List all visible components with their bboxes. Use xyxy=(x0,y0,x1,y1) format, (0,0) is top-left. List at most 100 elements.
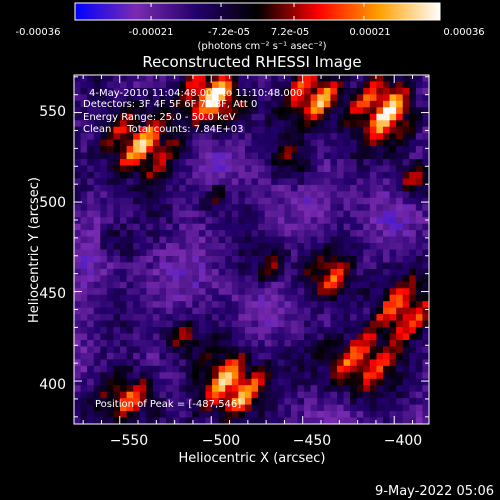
heatmap-cell xyxy=(317,94,325,102)
heatmap-cell xyxy=(376,75,384,83)
heatmap-cell xyxy=(106,126,115,134)
heatmap-cell xyxy=(277,178,285,186)
heatmap-cell xyxy=(133,204,141,212)
heatmap-cell xyxy=(310,249,318,257)
heatmap-cell xyxy=(376,391,384,399)
heatmap-cell xyxy=(402,100,410,108)
heatmap-cell xyxy=(277,301,285,309)
heatmap-cell xyxy=(422,100,429,108)
heatmap-cell xyxy=(290,333,299,341)
heatmap-cell xyxy=(389,210,397,218)
heatmap-cell xyxy=(244,126,253,134)
heatmap-cell xyxy=(100,352,108,360)
heatmap-cell xyxy=(369,327,377,335)
heatmap-cell xyxy=(258,184,266,192)
heatmap-cell xyxy=(185,165,193,173)
heatmap-cell xyxy=(323,94,331,102)
heatmap-cell xyxy=(317,398,325,406)
heatmap-cell xyxy=(369,352,377,360)
heatmap-cell xyxy=(336,100,345,108)
heatmap-cell xyxy=(251,230,259,238)
heatmap-cell xyxy=(323,230,331,238)
heatmap-cell xyxy=(336,159,345,167)
heatmap-cell xyxy=(376,191,384,199)
heatmap-cell xyxy=(317,100,325,108)
heatmap-cell xyxy=(330,191,338,199)
heatmap-cell xyxy=(343,75,351,83)
heatmap-cell xyxy=(376,126,384,134)
heatmap-cell xyxy=(172,133,180,141)
heatmap-cell xyxy=(396,417,404,424)
heatmap-cell xyxy=(376,417,384,424)
heatmap-cell xyxy=(146,327,154,335)
heatmap-cell xyxy=(192,327,200,335)
heatmap-cell xyxy=(166,346,174,354)
heatmap-cell xyxy=(87,126,95,134)
heatmap-cell xyxy=(290,391,299,399)
heatmap-cell xyxy=(415,139,424,147)
heatmap-cell xyxy=(192,184,200,192)
heatmap-cell xyxy=(264,339,272,348)
heatmap-cell xyxy=(198,417,207,424)
heatmap-cell xyxy=(93,171,101,179)
heatmap-cell xyxy=(198,171,207,179)
heatmap-cell xyxy=(133,107,141,115)
heatmap-cell xyxy=(231,100,239,108)
heatmap-cell xyxy=(106,210,115,218)
heatmap-cell xyxy=(244,94,253,102)
heatmap-cell xyxy=(310,281,318,289)
heatmap-cell xyxy=(317,275,325,283)
heatmap-cell xyxy=(330,314,338,322)
heatmap-cell xyxy=(290,81,299,89)
heatmap-cell xyxy=(409,378,417,386)
heatmap-cell xyxy=(317,404,325,412)
heatmap-cell xyxy=(422,230,429,238)
heatmap-cell xyxy=(133,301,141,309)
heatmap-cell xyxy=(225,223,233,231)
heatmap-cell xyxy=(422,301,429,309)
heatmap-cell xyxy=(218,126,226,134)
heatmap-cell xyxy=(310,339,318,348)
heatmap-cell xyxy=(87,365,95,373)
heatmap-cell xyxy=(159,346,167,354)
heatmap-cell xyxy=(192,94,200,102)
heatmap-cell xyxy=(415,288,424,296)
heatmap-cell xyxy=(323,204,331,212)
heatmap-cell xyxy=(422,87,429,95)
heatmap-cell xyxy=(106,275,115,283)
heatmap-cell xyxy=(304,268,312,276)
heatmap-cell xyxy=(159,411,167,419)
heatmap-cell xyxy=(356,171,364,179)
heatmap-cell xyxy=(363,255,371,264)
heatmap-cell xyxy=(330,204,338,212)
heatmap-cell xyxy=(146,398,154,406)
heatmap-cell xyxy=(258,236,266,244)
heatmap-cell xyxy=(205,385,213,393)
heatmap-cell xyxy=(258,243,266,251)
heatmap-cell xyxy=(225,333,233,341)
heatmap-cell xyxy=(152,372,161,380)
heatmap-cell xyxy=(152,94,161,102)
heatmap-cell xyxy=(415,398,424,406)
heatmap-cell xyxy=(238,359,246,367)
heatmap-cell xyxy=(258,165,266,173)
heatmap-cell xyxy=(290,307,299,315)
heatmap-cell xyxy=(139,120,147,128)
heatmap-cell xyxy=(284,346,292,354)
heatmap-cell xyxy=(172,210,180,218)
heatmap-cell xyxy=(100,165,108,173)
heatmap-cell xyxy=(87,197,95,205)
heatmap-cell xyxy=(415,94,424,102)
heatmap-cell xyxy=(185,327,193,335)
heatmap-cell xyxy=(244,281,253,289)
heatmap-cell xyxy=(106,288,115,296)
heatmap-cell xyxy=(376,352,384,360)
heatmap-cell xyxy=(231,346,239,354)
heatmap-cell xyxy=(152,243,161,251)
heatmap-cell xyxy=(185,359,193,367)
heatmap-cell xyxy=(264,398,272,406)
heatmap-cell xyxy=(146,314,154,322)
heatmap-cell xyxy=(113,281,121,289)
heatmap-cell xyxy=(146,223,154,231)
heatmap-cell xyxy=(87,359,95,367)
